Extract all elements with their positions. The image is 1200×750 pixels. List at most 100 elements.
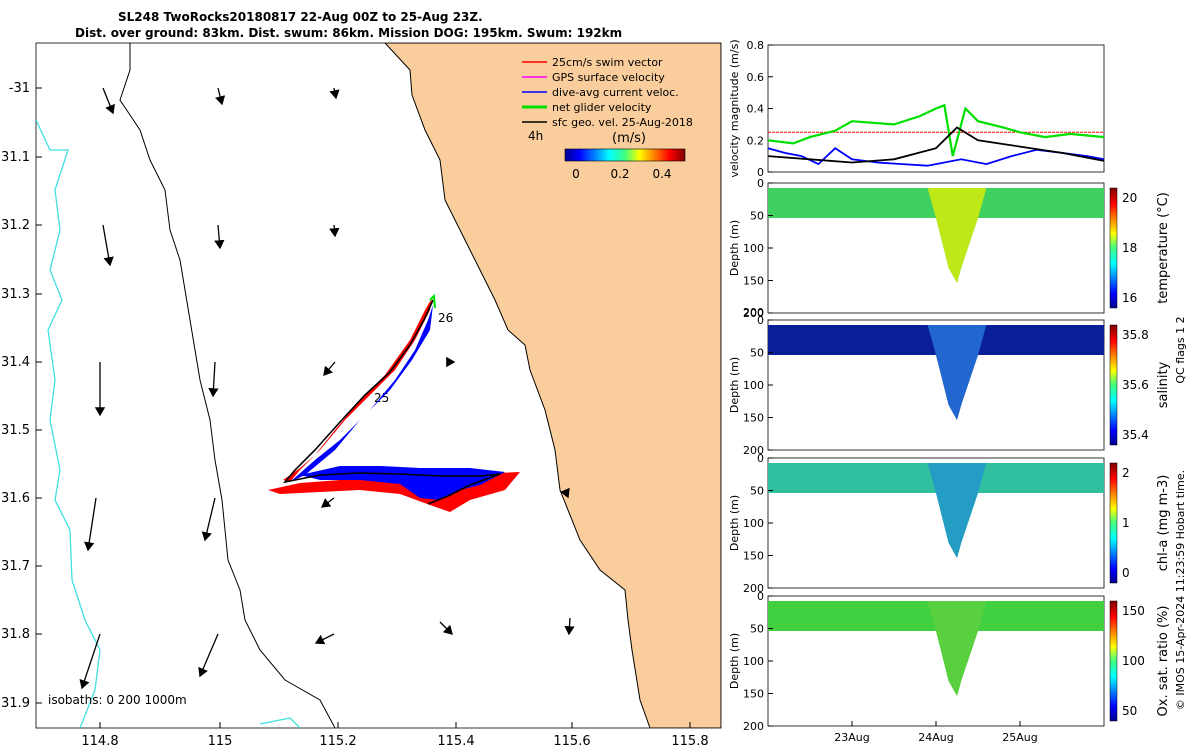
heatmap-y-tick-label: 0 bbox=[757, 452, 764, 465]
heatmap-colorbar bbox=[1109, 187, 1118, 309]
geo-vector-arrow bbox=[208, 361, 219, 398]
velocity-series-line bbox=[767, 126, 1105, 164]
map-x-tick-label: 115.4 bbox=[437, 734, 474, 749]
colorbar-tick-label: 150 bbox=[1122, 604, 1145, 618]
map-y-tick-label: 31.4 bbox=[1, 355, 30, 370]
geo-vector-arrow bbox=[214, 224, 225, 250]
colorbar-tick-label: 35.8 bbox=[1122, 328, 1149, 342]
heatmap-y-label: Depth (m) bbox=[728, 220, 741, 276]
glider-track bbox=[268, 293, 520, 512]
geo-vector-arrow bbox=[79, 633, 101, 690]
colorbar-tick-label: 20 bbox=[1122, 191, 1137, 205]
section-data-area bbox=[768, 188, 1104, 283]
velocity-y-tick-label: 0.8 bbox=[747, 39, 765, 52]
geo-vector-arrow bbox=[102, 87, 115, 115]
colorbar-tick-label: 2 bbox=[1122, 466, 1130, 480]
map-y-tick-label: 31.5 bbox=[1, 423, 30, 438]
map-y-tick-label: 31.8 bbox=[1, 627, 30, 642]
map-x-tick-label: 115.2 bbox=[319, 734, 356, 749]
map-y-tick-label: 31.1 bbox=[1, 150, 30, 165]
colorbar-tick-label: 1 bbox=[1122, 516, 1130, 530]
section-core-feature bbox=[927, 601, 987, 696]
map-y-tick-label: 31.2 bbox=[1, 218, 30, 233]
geo-vector-arrow bbox=[102, 224, 114, 267]
section-core-feature bbox=[927, 188, 987, 283]
map-y-tick-label: 31.9 bbox=[1, 696, 30, 711]
heatmap-y-tick-label: 200 bbox=[743, 306, 764, 319]
geo-vector-arrow bbox=[201, 497, 216, 542]
heatmap-y-tick-label: 50 bbox=[750, 623, 764, 636]
velocity-series-line bbox=[767, 103, 1105, 157]
time-x-tick-label: 25Aug bbox=[1002, 731, 1037, 744]
interval-label: 4h bbox=[528, 129, 543, 143]
colorbar-tick-label: 50 bbox=[1122, 704, 1137, 718]
geo-vector-arrow bbox=[215, 87, 226, 106]
map-y-tick-label: 31.7 bbox=[1, 559, 30, 574]
geo-vector-arrow bbox=[323, 361, 336, 376]
section-data-area bbox=[768, 325, 1104, 420]
heatmap-y-tick-label: 50 bbox=[750, 347, 764, 360]
map-axes: 114.8 115 115.2 115.4 115.6 115.8 -31 31.1 31.2 3… bbox=[1, 81, 709, 749]
colorbar-tick-label: 35.4 bbox=[1122, 428, 1149, 442]
heatmap-y-tick-label: 150 bbox=[743, 550, 764, 563]
colorbar-tick: 0.2 bbox=[610, 167, 629, 181]
geo-vector-arrow bbox=[560, 487, 570, 499]
colorbar-title: salinity bbox=[1156, 361, 1171, 408]
velocity-y-tick-label: 0.4 bbox=[747, 103, 765, 116]
map-panel: 114.8 115 115.2 115.4 115.6 115.8 -31 31.1 31.2 3… bbox=[1, 42, 722, 749]
heatmap-y-tick-label: 150 bbox=[743, 688, 764, 701]
net-glider-path bbox=[282, 299, 501, 505]
colorbar-tick-label: 18 bbox=[1122, 241, 1137, 255]
heatmap-y-tick-label: 150 bbox=[743, 275, 764, 288]
colorbar-tick-label: 0 bbox=[1122, 566, 1130, 580]
map-y-tick-label: -31 bbox=[9, 81, 30, 96]
heatmap-colorbar bbox=[1109, 462, 1118, 584]
heatmap-y-tick-label: 150 bbox=[743, 412, 764, 425]
geo-vector-arrow bbox=[314, 633, 335, 645]
map-x-tick-label: 114.8 bbox=[81, 734, 118, 749]
heatmap-colorbar bbox=[1109, 600, 1118, 722]
colorbar-label: (m/s) bbox=[612, 131, 646, 146]
heatmap-y-tick-label: 200 bbox=[743, 720, 764, 733]
heatmap-y-tick-label: 200 bbox=[743, 582, 764, 595]
velocity-y-tick-label: 0 bbox=[757, 166, 764, 179]
legend-entry: 25cm/s swim vector bbox=[552, 56, 663, 69]
heatmap-y-tick-label: 100 bbox=[743, 517, 764, 530]
map-x-tick-label: 115.8 bbox=[671, 734, 708, 749]
section-data-area bbox=[768, 601, 1104, 696]
footer-credit: © IMOS 15-Apr-2024 11:23:59 Hobart time. bbox=[1174, 470, 1187, 710]
colorbar-tick-label: 16 bbox=[1122, 291, 1137, 305]
velocity-y-tick-label: 0.2 bbox=[747, 134, 765, 147]
section-core-feature bbox=[927, 325, 987, 420]
legend-entry: sfc geo. vel. 25-Aug-2018 bbox=[552, 116, 693, 129]
isobath-0m bbox=[36, 119, 101, 728]
map-y-tick-label: 31.6 bbox=[1, 491, 30, 506]
heatmap-y-tick-label: 0 bbox=[757, 177, 764, 190]
heatmap-y-label: Depth (m) bbox=[728, 495, 741, 551]
colorbar-tick-label: 35.6 bbox=[1122, 378, 1149, 392]
heatmap-y-tick-label: 100 bbox=[743, 655, 764, 668]
speed-colorbar bbox=[564, 148, 686, 162]
heatmap-y-tick-label: 200 bbox=[743, 307, 764, 320]
green-start-marker bbox=[429, 293, 436, 309]
geo-vector-arrow bbox=[329, 224, 340, 238]
heatmap-y-tick-label: 50 bbox=[750, 210, 764, 223]
heatmap-colorbar bbox=[1109, 324, 1118, 446]
geo-vector-arrow bbox=[564, 617, 575, 636]
land-area bbox=[384, 43, 721, 728]
geo-vector-arrow bbox=[320, 497, 335, 508]
dive-avg-blue-lower bbox=[300, 466, 505, 500]
section-core-feature bbox=[927, 463, 987, 558]
day-label: 26 bbox=[438, 311, 453, 325]
geo-vector-arrow bbox=[84, 497, 97, 552]
map-legend: 25cm/s swim vector GPS surface velocity di… bbox=[522, 56, 693, 181]
heatmap-y-tick-label: 100 bbox=[743, 379, 764, 392]
velocity-y-label: velocity magnitude (m/s) bbox=[728, 39, 741, 177]
colorbar-title: chl-a (mg m-3) bbox=[1156, 475, 1171, 572]
isobath-0m-south bbox=[259, 717, 301, 728]
title-line-1: SL248 TwoRocks20180817 22-Aug 00Z to 25-… bbox=[118, 10, 483, 24]
heatmap-y-label: Depth (m) bbox=[728, 357, 741, 413]
section-data-area bbox=[768, 463, 1104, 558]
